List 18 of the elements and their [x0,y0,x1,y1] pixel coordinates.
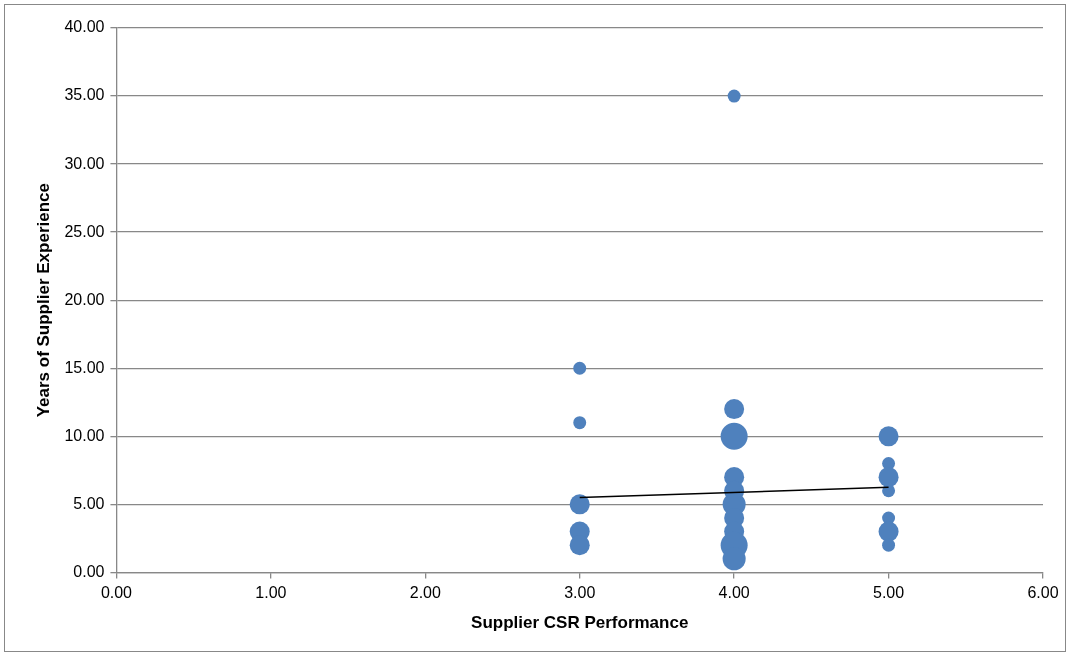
y-tick-label: 25.00 [64,222,105,240]
x-tick-label: 1.00 [255,584,287,602]
x-tick-label: 3.00 [564,584,596,602]
x-tick-label: 4.00 [718,584,750,602]
x-tick-label: 5.00 [873,584,905,602]
x-tick-label: 2.00 [409,584,441,602]
y-tick-label: 15.00 [64,358,105,376]
y-axis-title: Years of Supplier Experience [33,183,53,418]
y-tick-label: 20.00 [64,290,105,308]
y-tick-label: 35.00 [64,86,105,104]
y-tick-label: 0.00 [73,562,105,580]
x-axis-title: Supplier CSR Performance [471,613,689,633]
y-tick-label: 10.00 [64,426,105,444]
y-tick-label: 30.00 [64,154,105,172]
x-tick-label: 6.00 [1027,584,1059,602]
y-tick-label: 40.00 [64,18,105,36]
y-tick-label: 5.00 [73,494,105,512]
x-tick-label: 0.00 [100,584,133,602]
